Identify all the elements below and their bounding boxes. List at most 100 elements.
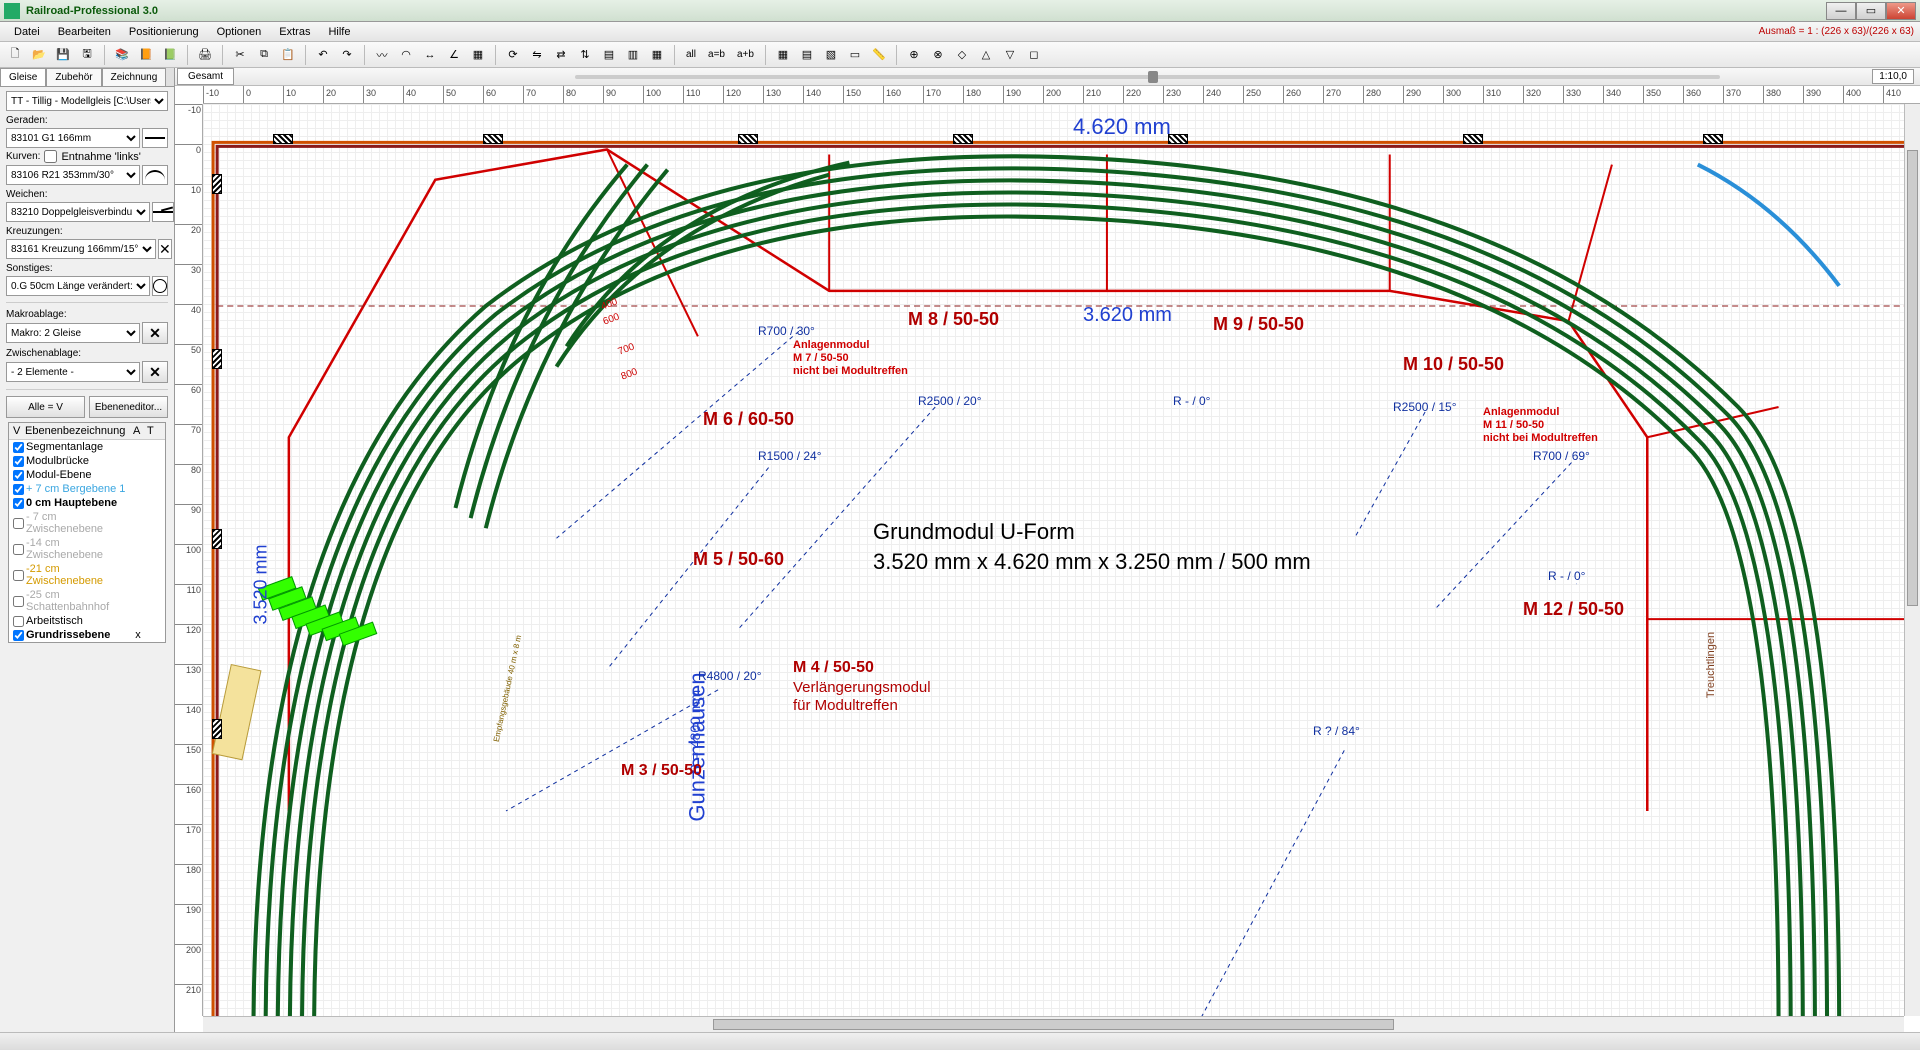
- layer-row[interactable]: Modul-Ebene: [9, 468, 165, 482]
- layer-row[interactable]: Grundrissebenex: [9, 628, 165, 642]
- ebeneneditor-button[interactable]: Ebeneneditor...: [89, 396, 168, 418]
- kurven-combo[interactable]: 83106 R21 353mm/30°: [6, 165, 140, 185]
- toolbar-arr3-button[interactable]: ▦: [646, 44, 668, 66]
- menu-optionen[interactable]: Optionen: [209, 24, 270, 40]
- library-combo[interactable]: TT - Tillig - Modellgleis [C:\Users\F: [6, 91, 168, 111]
- toolbar-a+b-button[interactable]: a+b: [732, 44, 759, 66]
- makro-clear-button[interactable]: ✕: [142, 322, 168, 344]
- toolbar-snap4-button[interactable]: △: [975, 44, 997, 66]
- layer-row[interactable]: + 7 cm Bergebene 1: [9, 482, 165, 496]
- toolbar-open-button[interactable]: 📂: [28, 44, 50, 66]
- toolbar-rot-button[interactable]: ⟳: [502, 44, 524, 66]
- makro-combo[interactable]: Makro: 2 Gleise: [6, 323, 140, 343]
- toolbar-lib2-button[interactable]: 📙: [135, 44, 157, 66]
- toolbar-redo-button[interactable]: ↷: [336, 44, 358, 66]
- toolbar-grid-button[interactable]: ▦: [772, 44, 794, 66]
- toolbar-paste-button[interactable]: 📋: [277, 44, 299, 66]
- app-icon: [4, 3, 20, 19]
- close-button[interactable]: ✕: [1886, 2, 1916, 20]
- toolbar-save-button[interactable]: 💾: [52, 44, 74, 66]
- layer-checkbox[interactable]: [13, 518, 24, 529]
- menu-extras[interactable]: Extras: [271, 24, 318, 40]
- layer-row[interactable]: Segmentanlage: [9, 440, 165, 454]
- layer-row[interactable]: -21 cm Zwischenebene: [9, 562, 165, 588]
- toolbar-lib3-button[interactable]: 📗: [159, 44, 181, 66]
- toolbar-flipv-button[interactable]: ⇅: [574, 44, 596, 66]
- switch-icon[interactable]: [152, 202, 174, 222]
- kreuzungen-combo[interactable]: 83161 Kreuzung 166mm/15°: [6, 239, 156, 259]
- tab-zeichnung[interactable]: Zeichnung: [102, 68, 167, 86]
- vertical-scrollbar[interactable]: [1904, 104, 1920, 1016]
- zwischen-combo[interactable]: - 2 Elemente -: [6, 362, 140, 382]
- gesamt-tab[interactable]: Gesamt: [177, 68, 234, 85]
- toolbar-snap5-button[interactable]: ▽: [999, 44, 1021, 66]
- toolbar-a=b-button[interactable]: a=b: [703, 44, 730, 66]
- toolbar-ang-button[interactable]: ∠: [443, 44, 465, 66]
- toolbar-sel-button[interactable]: ▭: [844, 44, 866, 66]
- layer-checkbox[interactable]: [13, 544, 24, 555]
- toolbar-save2-button[interactable]: 🖫: [76, 44, 98, 66]
- alle-v-button[interactable]: Alle = V: [6, 396, 85, 418]
- layer-row[interactable]: 0 cm Hauptebene: [9, 496, 165, 510]
- weichen-combo[interactable]: 83210 Doppelgleisverbindu: [6, 202, 150, 222]
- toolbar-snap3-button[interactable]: ◇: [951, 44, 973, 66]
- layer-checkbox[interactable]: [13, 570, 24, 581]
- zoom-display[interactable]: 1:10,0: [1872, 69, 1914, 84]
- toolbar-dim-button[interactable]: ↔: [419, 44, 441, 66]
- toolbar-arr2-button[interactable]: ▥: [622, 44, 644, 66]
- toolbar-arr1-button[interactable]: ▤: [598, 44, 620, 66]
- view-slider[interactable]: [575, 71, 1720, 83]
- toolbar: 🗋📂💾🖫📚📙📗🖨✂⧉📋↶↷〰◠↔∠▦⟳⇋⇄⇅▤▥▦alla=ba+b▦▤▧▭📏⊕…: [0, 42, 1920, 68]
- horizontal-scrollbar[interactable]: [203, 1016, 1904, 1032]
- curve-icon[interactable]: [142, 165, 168, 185]
- layer-checkbox[interactable]: [13, 456, 24, 467]
- drawing-canvas[interactable]: 4.620 mm3.620 mm3.520 mmGunzenhausenR = …: [203, 104, 1920, 1016]
- menu-datei[interactable]: Datei: [6, 24, 48, 40]
- zwischen-clear-button[interactable]: ✕: [142, 361, 168, 383]
- toolbar-print-button[interactable]: 🖨: [194, 44, 216, 66]
- straight-icon[interactable]: [142, 128, 168, 148]
- crossing-icon[interactable]: ✕: [158, 239, 172, 259]
- toolbar-arc-button[interactable]: ◠: [395, 44, 417, 66]
- layer-checkbox[interactable]: [13, 498, 24, 509]
- minimize-button[interactable]: —: [1826, 2, 1856, 20]
- toolbar-grp-button[interactable]: ▦: [467, 44, 489, 66]
- toolbar-ruler-button[interactable]: 📏: [868, 44, 890, 66]
- layer-checkbox[interactable]: [13, 484, 24, 495]
- layer-row[interactable]: - 7 cm Zwischenebene: [9, 510, 165, 536]
- maximize-button[interactable]: ▭: [1856, 2, 1886, 20]
- layer-checkbox[interactable]: [13, 616, 24, 627]
- toolbar-all-button[interactable]: all: [681, 44, 701, 66]
- layer-row[interactable]: Arbeitstisch: [9, 614, 165, 628]
- toolbar-fliph-button[interactable]: ⇄: [550, 44, 572, 66]
- canvas-label: R4800 / 20°: [698, 669, 762, 683]
- other-icon[interactable]: [152, 276, 168, 296]
- layer-row[interactable]: -25 cm Schattenbahnhof: [9, 588, 165, 614]
- toolbar-snap2-button[interactable]: ⊗: [927, 44, 949, 66]
- tab-gleise[interactable]: Gleise: [0, 68, 46, 86]
- tab-zubehör[interactable]: Zubehör: [46, 68, 101, 86]
- toolbar-undo-button[interactable]: ↶: [312, 44, 334, 66]
- toolbar-mirror-button[interactable]: ⇋: [526, 44, 548, 66]
- layer-checkbox[interactable]: [13, 630, 24, 641]
- layer-row[interactable]: -14 cm Zwischenebene: [9, 536, 165, 562]
- toolbar-snap6-button[interactable]: ◻: [1023, 44, 1045, 66]
- toolbar-poly-button[interactable]: 〰: [371, 44, 393, 66]
- toolbar-cut-button[interactable]: ✂: [229, 44, 251, 66]
- layer-checkbox[interactable]: [13, 596, 24, 607]
- menu-bearbeiten[interactable]: Bearbeiten: [50, 24, 119, 40]
- layer-checkbox[interactable]: [13, 442, 24, 453]
- layer-row[interactable]: Modulbrücke: [9, 454, 165, 468]
- layer-checkbox[interactable]: [13, 470, 24, 481]
- entnahme-links-checkbox[interactable]: [44, 150, 57, 163]
- sonstiges-combo[interactable]: 0.G 50cm Länge verändert:: [6, 276, 150, 296]
- toolbar-new-button[interactable]: 🗋: [4, 44, 26, 66]
- toolbar-copy-button[interactable]: ⧉: [253, 44, 275, 66]
- toolbar-table-button[interactable]: ▤: [796, 44, 818, 66]
- geraden-combo[interactable]: 83101 G1 166mm: [6, 128, 140, 148]
- toolbar-gridb-button[interactable]: ▧: [820, 44, 842, 66]
- menu-hilfe[interactable]: Hilfe: [320, 24, 358, 40]
- toolbar-snap1-button[interactable]: ⊕: [903, 44, 925, 66]
- toolbar-lib1-button[interactable]: 📚: [111, 44, 133, 66]
- menu-positionierung[interactable]: Positionierung: [121, 24, 207, 40]
